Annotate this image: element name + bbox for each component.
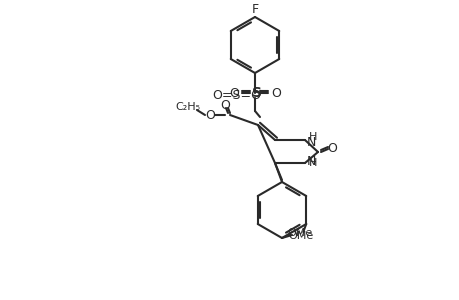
Text: H: H bbox=[308, 132, 317, 142]
Text: O: O bbox=[326, 142, 336, 154]
Text: OMe: OMe bbox=[287, 228, 312, 238]
Text: O: O bbox=[219, 98, 230, 112]
Text: N: N bbox=[306, 136, 316, 148]
Text: O=S=O: O=S=O bbox=[212, 88, 261, 101]
Text: N: N bbox=[306, 154, 316, 167]
Text: C₂H₅: C₂H₅ bbox=[175, 102, 200, 112]
Text: OMe: OMe bbox=[288, 231, 313, 241]
Text: O: O bbox=[205, 109, 214, 122]
Text: O: O bbox=[229, 86, 238, 100]
Text: H: H bbox=[308, 158, 317, 168]
Text: F: F bbox=[251, 2, 258, 16]
Text: O: O bbox=[270, 86, 280, 100]
Text: S: S bbox=[252, 86, 262, 100]
